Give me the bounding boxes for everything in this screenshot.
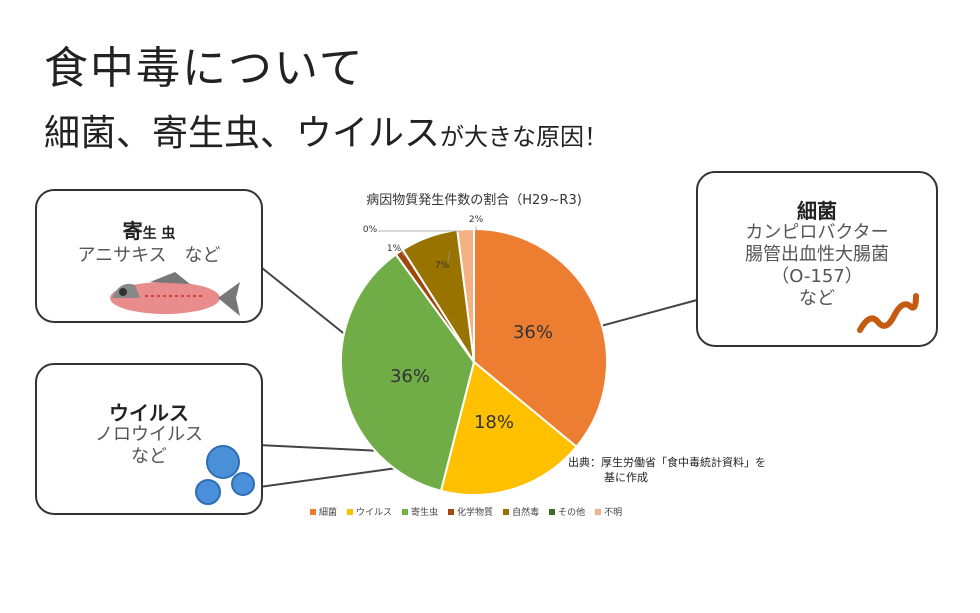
leader-line-2	[447, 249, 451, 263]
virus-callout-box	[35, 363, 263, 515]
legend-item-6: その他	[549, 505, 585, 518]
parasite-callout-body: アニサキス など	[77, 245, 221, 266]
parasite-head-a: 寄	[122, 219, 143, 243]
virus-callout-body-1: ノロウイルス	[95, 424, 203, 445]
bacteria-callout-body-2: 腸管出血性大腸菌	[745, 244, 889, 265]
pie-label-1: 36%	[513, 322, 553, 343]
legend-item-3: 寄生虫	[402, 505, 438, 518]
legend-item-4: 化学物質	[448, 505, 493, 518]
pie-label-7: 2%	[469, 215, 484, 225]
legend-swatch-6	[549, 508, 556, 515]
parasite-callout-text: 寄生 虫 アニサキス など	[36, 220, 262, 267]
source-note: 出典：厚生労働省「食中毒統計資料」を 基に作成	[568, 455, 766, 485]
bacteria-icon	[857, 293, 919, 333]
bacteria-callout-body-1: カンピロバクター	[745, 222, 889, 243]
legend-label-1: 細菌	[319, 508, 338, 518]
pie-label-3: 36%	[390, 366, 430, 387]
legend-label-5: 自然毒	[512, 508, 540, 518]
source-line-1: 出典：厚生労働省「食中毒統計資料」を	[568, 456, 766, 469]
source-line-2: 基に作成	[604, 471, 648, 484]
pie-slice-7	[456, 227, 475, 363]
chart-legend: 細菌 ウイルス 寄生虫 化学物質 自然毒 その他 不明	[310, 505, 622, 518]
legend-item-2: ウイルス	[347, 505, 392, 518]
legend-swatch-7	[595, 508, 602, 515]
pie-slice-2	[439, 360, 578, 496]
fish-icon	[110, 272, 240, 316]
legend-item-1: 細菌	[310, 505, 337, 518]
virus-callout-body-2: など	[131, 446, 167, 467]
legend-swatch-2	[347, 508, 354, 515]
parasite-callout-heading: 寄生 虫	[36, 220, 262, 245]
chart-title: 病因物質発生件数の割合（H29~R3)	[366, 192, 582, 208]
legend-label-3: 寄生虫	[411, 508, 439, 518]
virus-callout-heading: ウイルス	[109, 401, 189, 425]
pie-label-6: 0%	[363, 225, 378, 235]
legend-swatch-1	[310, 508, 316, 515]
bacteria-callout-heading: 細菌	[797, 199, 837, 223]
pie-label-2: 18%	[474, 412, 514, 433]
page-title: 食中毒について	[44, 43, 365, 94]
bacteria-callout-body-4: など	[799, 288, 835, 309]
pie-slice-3	[340, 253, 476, 493]
legend-swatch-5	[503, 508, 510, 515]
legend-swatch-3	[402, 508, 409, 515]
bacteria-callout-box	[696, 171, 938, 347]
subtitle-tail: が大きな原因！	[440, 123, 609, 151]
parasite-head-b: 生 虫	[142, 226, 176, 242]
pie-label-4: 1%	[387, 244, 402, 254]
virus-icon	[195, 445, 255, 505]
virus-callout-text: ウイルス ノロウイルス など	[36, 402, 262, 468]
legend-label-7: 不明	[604, 508, 623, 518]
legend-label-4: 化学物質	[457, 508, 494, 518]
subtitle-main: 細菌、寄生虫、ウイルス	[44, 113, 441, 154]
legend-item-5: 自然毒	[503, 505, 539, 518]
legend-swatch-4	[448, 508, 455, 515]
pie-label-5: 7%	[435, 261, 450, 271]
pie-slice-1	[473, 227, 608, 449]
bacteria-callout-body-3: （O-157）	[771, 266, 863, 287]
leader-line-1	[397, 243, 405, 257]
legend-label-6: その他	[558, 508, 586, 518]
page-subtitle: 細菌、寄生虫、ウイルスが大きな原因！	[44, 104, 608, 156]
bacteria-callout-text: 細菌 カンピロバクター 腸管出血性大腸菌 （O-157） など	[697, 200, 937, 310]
legend-item-7: 不明	[595, 505, 622, 518]
parasite-callout-pointer	[261, 267, 353, 341]
legend-label-2: ウイルス	[356, 508, 393, 518]
